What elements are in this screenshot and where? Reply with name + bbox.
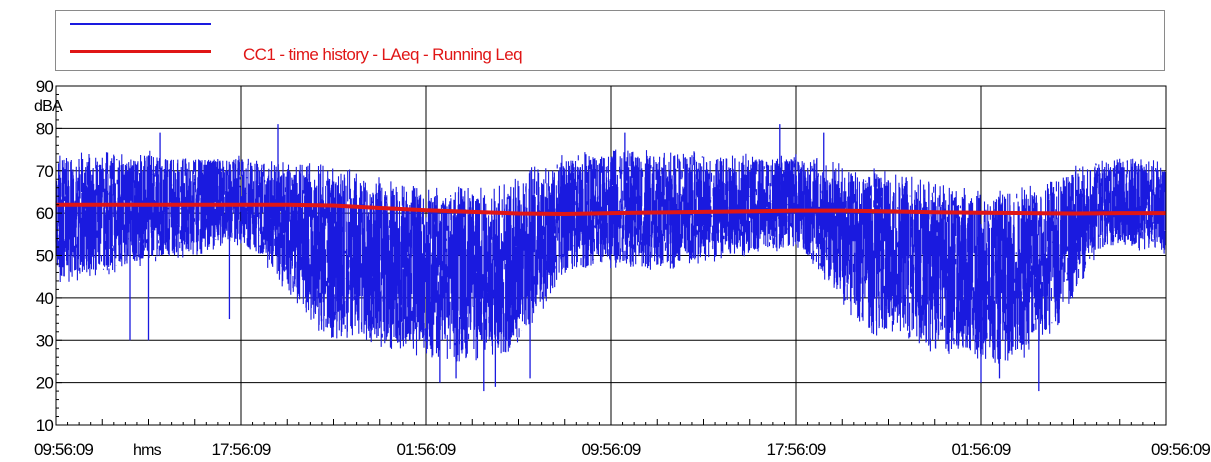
x-tick-label: 17:56:09 bbox=[212, 440, 271, 459]
y-tick-label: 10 bbox=[36, 416, 54, 435]
y-tick-label: 50 bbox=[36, 247, 54, 266]
y-tick-label: 90 bbox=[36, 77, 54, 96]
running-leq-line bbox=[56, 202, 1166, 216]
y-tick-label: 40 bbox=[36, 289, 54, 308]
x-tick-label: 09:56:09 bbox=[34, 440, 93, 459]
y-tick-label: 20 bbox=[36, 374, 54, 393]
legend: CC1 - time history - LAeq - Running Leq bbox=[55, 10, 1165, 71]
y-tick-label: 80 bbox=[36, 119, 54, 138]
legend-swatch-series-1 bbox=[70, 23, 211, 25]
x-axis-unit-label: hms bbox=[133, 442, 162, 459]
legend-label-running-leq: CC1 - time history - LAeq - Running Leq bbox=[243, 45, 523, 64]
x-tick-label: 09:56:09 bbox=[1151, 440, 1210, 459]
y-tick-label: 70 bbox=[36, 162, 54, 181]
axes: 10 20 30 40 50 60 70 80 90 09:56:09 17:56:09 01:56:… bbox=[34, 77, 1211, 459]
x-tick-label: 09:56:09 bbox=[582, 440, 641, 459]
y-tick-label: 60 bbox=[36, 204, 54, 223]
legend-swatch-running-leq bbox=[70, 50, 211, 53]
y-axis-unit-label: dBA bbox=[34, 98, 63, 115]
series-noise-trace bbox=[55, 124, 1167, 392]
y-tick-label: 30 bbox=[36, 331, 54, 350]
x-tick-label: 17:56:09 bbox=[767, 440, 826, 459]
x-tick-label: 01:56:09 bbox=[397, 440, 456, 459]
plot-frame bbox=[55, 85, 1167, 426]
series-running-leq bbox=[56, 202, 1166, 216]
x-tick-label: 01:56:09 bbox=[952, 440, 1011, 459]
